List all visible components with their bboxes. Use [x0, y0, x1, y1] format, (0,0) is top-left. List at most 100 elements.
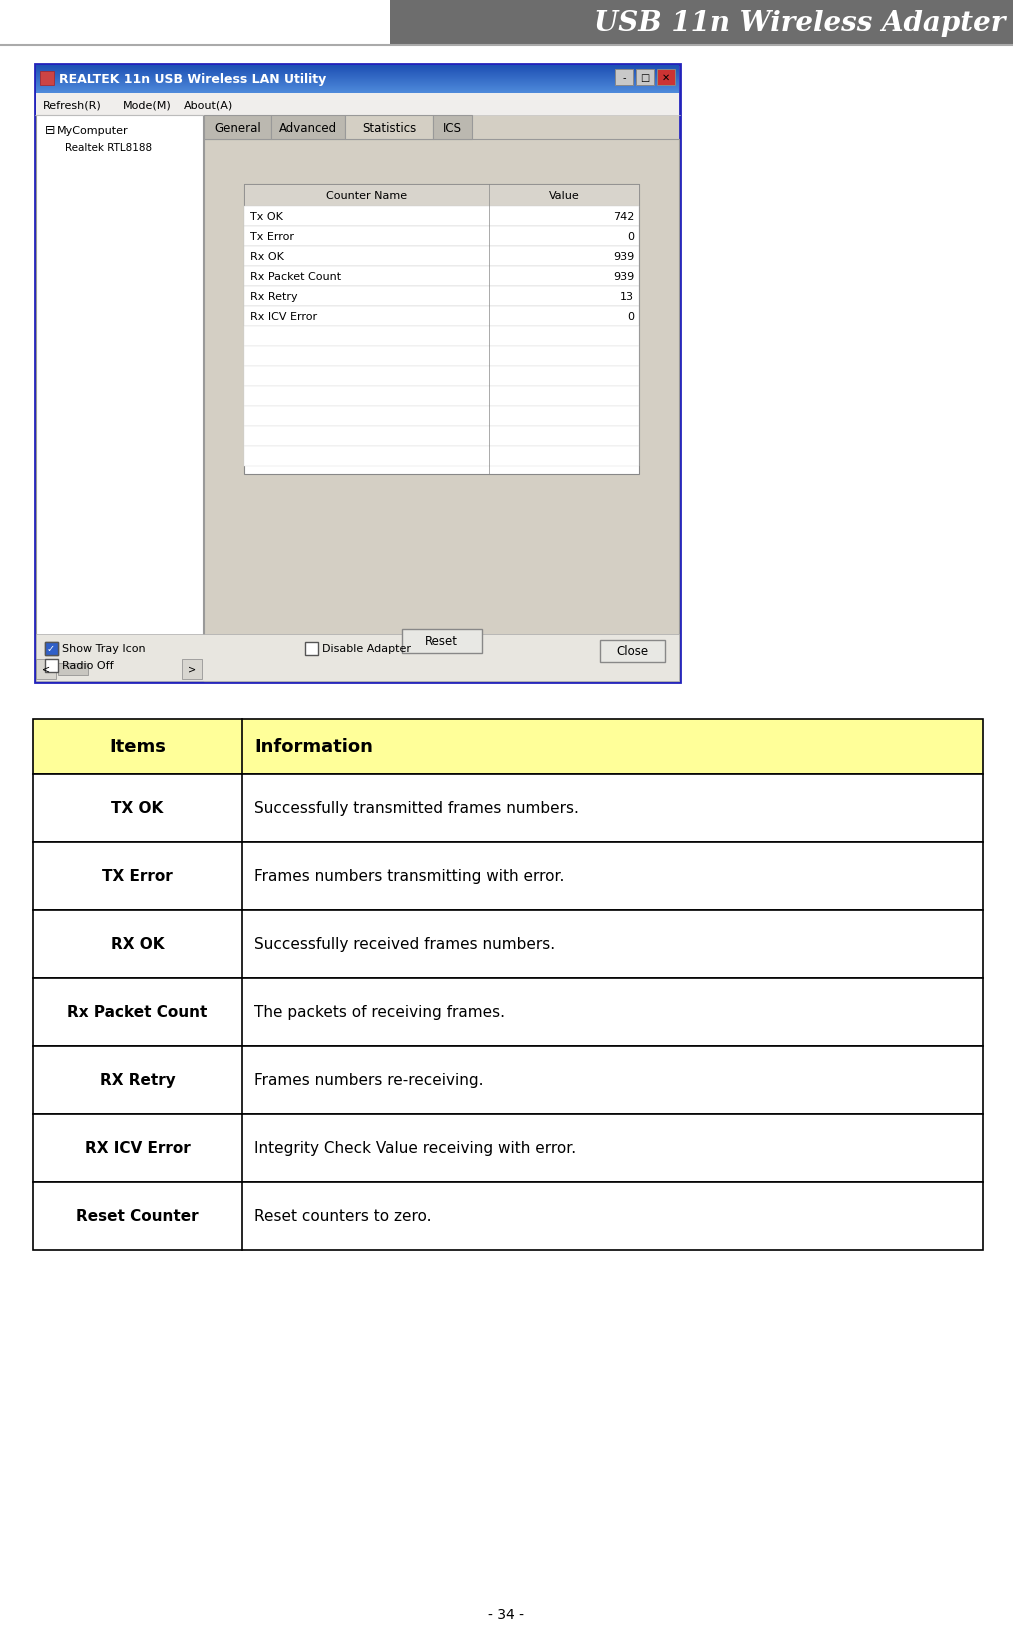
Text: Items: Items — [109, 738, 166, 756]
Bar — [244, 427, 639, 447]
Bar — [345, 116, 433, 140]
Bar — [33, 978, 983, 1046]
Bar — [305, 642, 318, 655]
Text: 939: 939 — [613, 253, 634, 262]
Bar — [33, 911, 983, 978]
Bar — [58, 663, 88, 675]
Text: >: > — [188, 665, 197, 675]
Text: RX OK: RX OK — [110, 937, 164, 952]
Bar — [244, 227, 639, 246]
Text: REALTEK 11n USB Wireless LAN Utility: REALTEK 11n USB Wireless LAN Utility — [59, 73, 326, 86]
Bar — [244, 386, 639, 408]
Bar — [244, 408, 639, 427]
Bar — [600, 641, 665, 662]
Bar — [33, 719, 983, 774]
Bar — [244, 184, 639, 207]
Text: RX ICV Error: RX ICV Error — [85, 1141, 190, 1156]
Text: Mode(M): Mode(M) — [123, 99, 172, 109]
Text: Reset counters to zero.: Reset counters to zero. — [254, 1209, 432, 1224]
Text: Frames numbers re-receiving.: Frames numbers re-receiving. — [254, 1073, 483, 1087]
Text: Rx Packet Count: Rx Packet Count — [67, 1004, 208, 1020]
Text: Disable Adapter: Disable Adapter — [322, 644, 411, 654]
Text: Show Tray Icon: Show Tray Icon — [62, 644, 146, 654]
Bar — [33, 1182, 983, 1250]
Bar — [36, 95, 679, 116]
Text: 13: 13 — [620, 292, 634, 302]
Bar — [271, 116, 345, 140]
Bar — [36, 116, 203, 660]
Bar — [35, 65, 680, 683]
Text: 939: 939 — [613, 272, 634, 282]
Bar — [45, 642, 58, 655]
Text: Counter Name: Counter Name — [326, 191, 407, 200]
Text: 0: 0 — [627, 231, 634, 241]
Bar — [33, 774, 983, 843]
Text: □: □ — [640, 73, 649, 83]
Text: Tx Error: Tx Error — [250, 231, 294, 241]
Text: RX Retry: RX Retry — [99, 1073, 175, 1087]
Text: ICS: ICS — [443, 121, 462, 134]
Text: <: < — [42, 665, 50, 675]
Bar — [401, 629, 481, 654]
Text: Rx ICV Error: Rx ICV Error — [250, 311, 317, 321]
Bar — [182, 660, 202, 680]
Text: TX Error: TX Error — [102, 869, 173, 883]
Bar — [244, 267, 639, 287]
Bar — [244, 184, 639, 474]
Text: 742: 742 — [613, 212, 634, 222]
Text: - 34 -: - 34 - — [488, 1607, 524, 1620]
Text: Rx Retry: Rx Retry — [250, 292, 298, 302]
Text: Tx OK: Tx OK — [250, 212, 283, 222]
Bar — [390, 0, 1013, 46]
Text: Realtek RTL8188: Realtek RTL8188 — [65, 143, 152, 153]
Bar — [657, 70, 675, 86]
Text: USB 11n Wireless Adapter: USB 11n Wireless Adapter — [594, 10, 1005, 37]
Text: Rx OK: Rx OK — [250, 253, 284, 262]
Bar — [36, 116, 679, 681]
Bar — [36, 660, 56, 680]
Text: ✕: ✕ — [661, 73, 670, 83]
Text: Close: Close — [616, 645, 648, 659]
Text: ⊟: ⊟ — [45, 124, 56, 137]
Text: Successfully transmitted frames numbers.: Successfully transmitted frames numbers. — [254, 800, 578, 817]
Text: General: General — [214, 121, 261, 134]
Text: ✓: ✓ — [47, 644, 55, 654]
Bar — [244, 306, 639, 326]
Bar — [244, 207, 639, 227]
Bar — [244, 367, 639, 386]
Bar — [244, 326, 639, 347]
Bar — [244, 287, 639, 306]
Text: Refresh(R): Refresh(R) — [43, 99, 101, 109]
Bar — [244, 246, 639, 267]
Bar — [45, 642, 58, 655]
Bar — [615, 70, 633, 86]
Bar — [204, 140, 679, 681]
Bar — [33, 1115, 983, 1182]
Text: Reset Counter: Reset Counter — [76, 1209, 199, 1224]
Bar — [433, 116, 472, 140]
Text: Rx Packet Count: Rx Packet Count — [250, 272, 341, 282]
Bar — [45, 660, 58, 673]
Text: The packets of receiving frames.: The packets of receiving frames. — [254, 1004, 505, 1020]
Bar — [36, 660, 203, 680]
Bar — [33, 1046, 983, 1115]
Text: About(A): About(A) — [184, 99, 234, 109]
Text: Value: Value — [549, 191, 579, 200]
Text: Statistics: Statistics — [362, 121, 416, 134]
Text: -: - — [622, 73, 626, 83]
Bar — [40, 72, 54, 86]
Text: Frames numbers transmitting with error.: Frames numbers transmitting with error. — [254, 869, 564, 883]
Bar — [36, 634, 679, 681]
Bar — [33, 843, 983, 911]
Text: Advanced: Advanced — [279, 121, 337, 134]
Bar — [244, 447, 639, 466]
Bar — [636, 70, 654, 86]
Text: Radio Off: Radio Off — [62, 660, 113, 670]
Text: Reset: Reset — [425, 636, 458, 649]
Text: 0: 0 — [627, 311, 634, 321]
Bar — [204, 116, 271, 140]
Text: Successfully received frames numbers.: Successfully received frames numbers. — [254, 937, 555, 952]
Text: Integrity Check Value receiving with error.: Integrity Check Value receiving with err… — [254, 1141, 576, 1156]
Bar — [244, 347, 639, 367]
Text: TX OK: TX OK — [111, 800, 164, 817]
